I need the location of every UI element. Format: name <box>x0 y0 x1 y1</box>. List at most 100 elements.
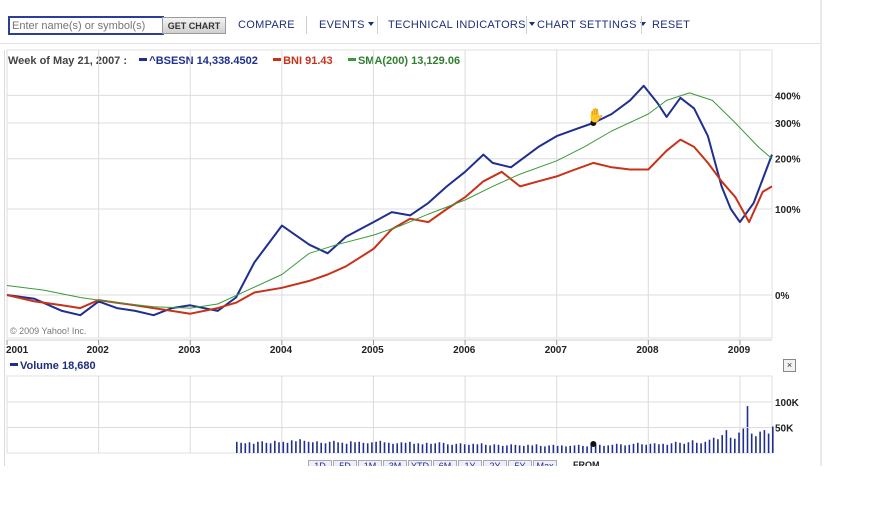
volume-bar <box>662 443 664 453</box>
bsesn-swatch <box>139 58 148 61</box>
volume-bar <box>637 442 639 453</box>
volume-y-tick-label: 50K <box>775 424 794 435</box>
volume-bar <box>489 445 491 453</box>
close-volume-panel-icon[interactable]: × <box>783 359 796 372</box>
volume-bar <box>324 443 327 453</box>
events-menu[interactable]: EVENTS <box>319 19 374 31</box>
volume-bar <box>696 442 698 453</box>
volume-bar <box>286 442 289 453</box>
volume-bar <box>480 443 483 453</box>
volume-bar <box>527 444 529 453</box>
volume-bar <box>531 445 534 453</box>
chart-settings-menu[interactable]: CHART SETTINGS <box>537 19 646 31</box>
volume-bar <box>257 441 259 453</box>
volume-bar <box>269 443 272 453</box>
volume-bar <box>712 437 715 453</box>
symbol-search-input[interactable] <box>8 16 164 35</box>
volume-bar <box>734 438 736 453</box>
range-button-ytd[interactable]: YTD <box>408 460 432 466</box>
volume-bar <box>333 440 335 453</box>
volume-bar <box>645 444 647 453</box>
technical-indicators-menu[interactable]: TECHNICAL INDICATORS <box>388 19 535 31</box>
volume-bar <box>345 443 348 453</box>
volume-bar <box>687 442 690 453</box>
volume-bar <box>417 443 420 453</box>
range-button-5d[interactable]: 5D <box>333 460 357 466</box>
volume-bar <box>409 441 411 453</box>
sma-200-line[interactable] <box>6 92 773 309</box>
range-button-1y[interactable]: 1Y <box>458 460 482 466</box>
bsesn-line[interactable] <box>6 84 773 317</box>
volume-bar <box>265 442 268 453</box>
volume-bar <box>404 442 407 453</box>
x-tick-label: 2009 <box>728 345 751 356</box>
y-tick-label: 200% <box>775 155 801 166</box>
chart-legend: Week of May 21, 2007 : ^BSESN 14,338.450… <box>8 55 460 67</box>
volume-value: 18,680 <box>61 360 96 372</box>
volume-y-tick-label: 100K <box>775 398 800 409</box>
volume-bar <box>548 445 550 453</box>
volume-bar <box>350 441 352 453</box>
volume-bar <box>468 444 470 453</box>
bni-line[interactable] <box>6 138 773 315</box>
bni-swatch <box>273 58 282 61</box>
hand-cursor-icon: ✋ <box>587 107 604 123</box>
panel-right-border <box>820 0 822 466</box>
volume-bar <box>523 445 525 453</box>
range-button-2y[interactable]: 2Y <box>483 460 507 466</box>
range-button-1d[interactable]: 1D <box>308 460 332 466</box>
volume-bar <box>438 442 441 453</box>
volume-bar <box>569 445 571 453</box>
legend-bsesn-value: 14,338.4502 <box>196 55 258 67</box>
volume-bar <box>358 441 360 453</box>
volume-bar <box>442 442 445 453</box>
volume-bar <box>561 445 563 453</box>
volume-bar <box>451 444 453 453</box>
reset-link[interactable]: RESET <box>652 19 691 31</box>
volume-bar <box>674 441 677 453</box>
date-from-label: FROM <box>573 460 600 466</box>
hover-marker <box>590 120 597 126</box>
volume-bar <box>582 445 584 453</box>
range-button-5y[interactable]: 5Y <box>508 460 532 466</box>
x-tick-label: 2008 <box>636 345 659 356</box>
y-tick-label: 300% <box>775 119 801 130</box>
volume-bar <box>653 443 656 453</box>
get-chart-button[interactable]: GET CHART <box>162 17 226 34</box>
volume-bar <box>274 440 276 453</box>
range-button-1m[interactable]: 1M <box>358 460 382 466</box>
volume-bar <box>615 443 618 453</box>
volume-bar <box>430 443 432 453</box>
volume-bar <box>392 443 394 453</box>
volume-bar <box>717 439 719 453</box>
chevron-down-icon <box>367 22 374 26</box>
compare-link[interactable]: COMPARE <box>238 19 295 31</box>
volume-plot-border <box>6 375 773 454</box>
volume-bar <box>447 444 449 453</box>
volume-bar <box>244 443 247 453</box>
volume-bar <box>485 444 487 453</box>
volume-bar <box>316 441 318 453</box>
volume-bar <box>501 445 504 453</box>
volume-bar <box>493 444 496 453</box>
volume-bar <box>565 446 567 453</box>
volume-bar <box>240 442 242 453</box>
volume-bar <box>552 444 555 453</box>
volume-bar <box>738 432 740 453</box>
range-button-max[interactable]: Max <box>533 460 557 466</box>
chevron-down-icon <box>639 22 646 26</box>
volume-bar <box>573 445 576 453</box>
range-button-3m[interactable]: 3M <box>383 460 407 466</box>
y-tick-label: 400% <box>775 91 801 102</box>
volume-bar <box>459 443 462 453</box>
volume-bar <box>590 445 593 453</box>
range-button-6m[interactable]: 6M <box>433 460 457 466</box>
toolbar-divider <box>306 16 307 34</box>
legend-sma-value: 13,129.06 <box>411 55 461 67</box>
volume-bar <box>679 442 681 453</box>
volume-bar <box>544 446 546 453</box>
volume-bar <box>295 441 297 453</box>
volume-bar <box>307 441 310 453</box>
x-tick-label: 2001 <box>6 345 29 356</box>
